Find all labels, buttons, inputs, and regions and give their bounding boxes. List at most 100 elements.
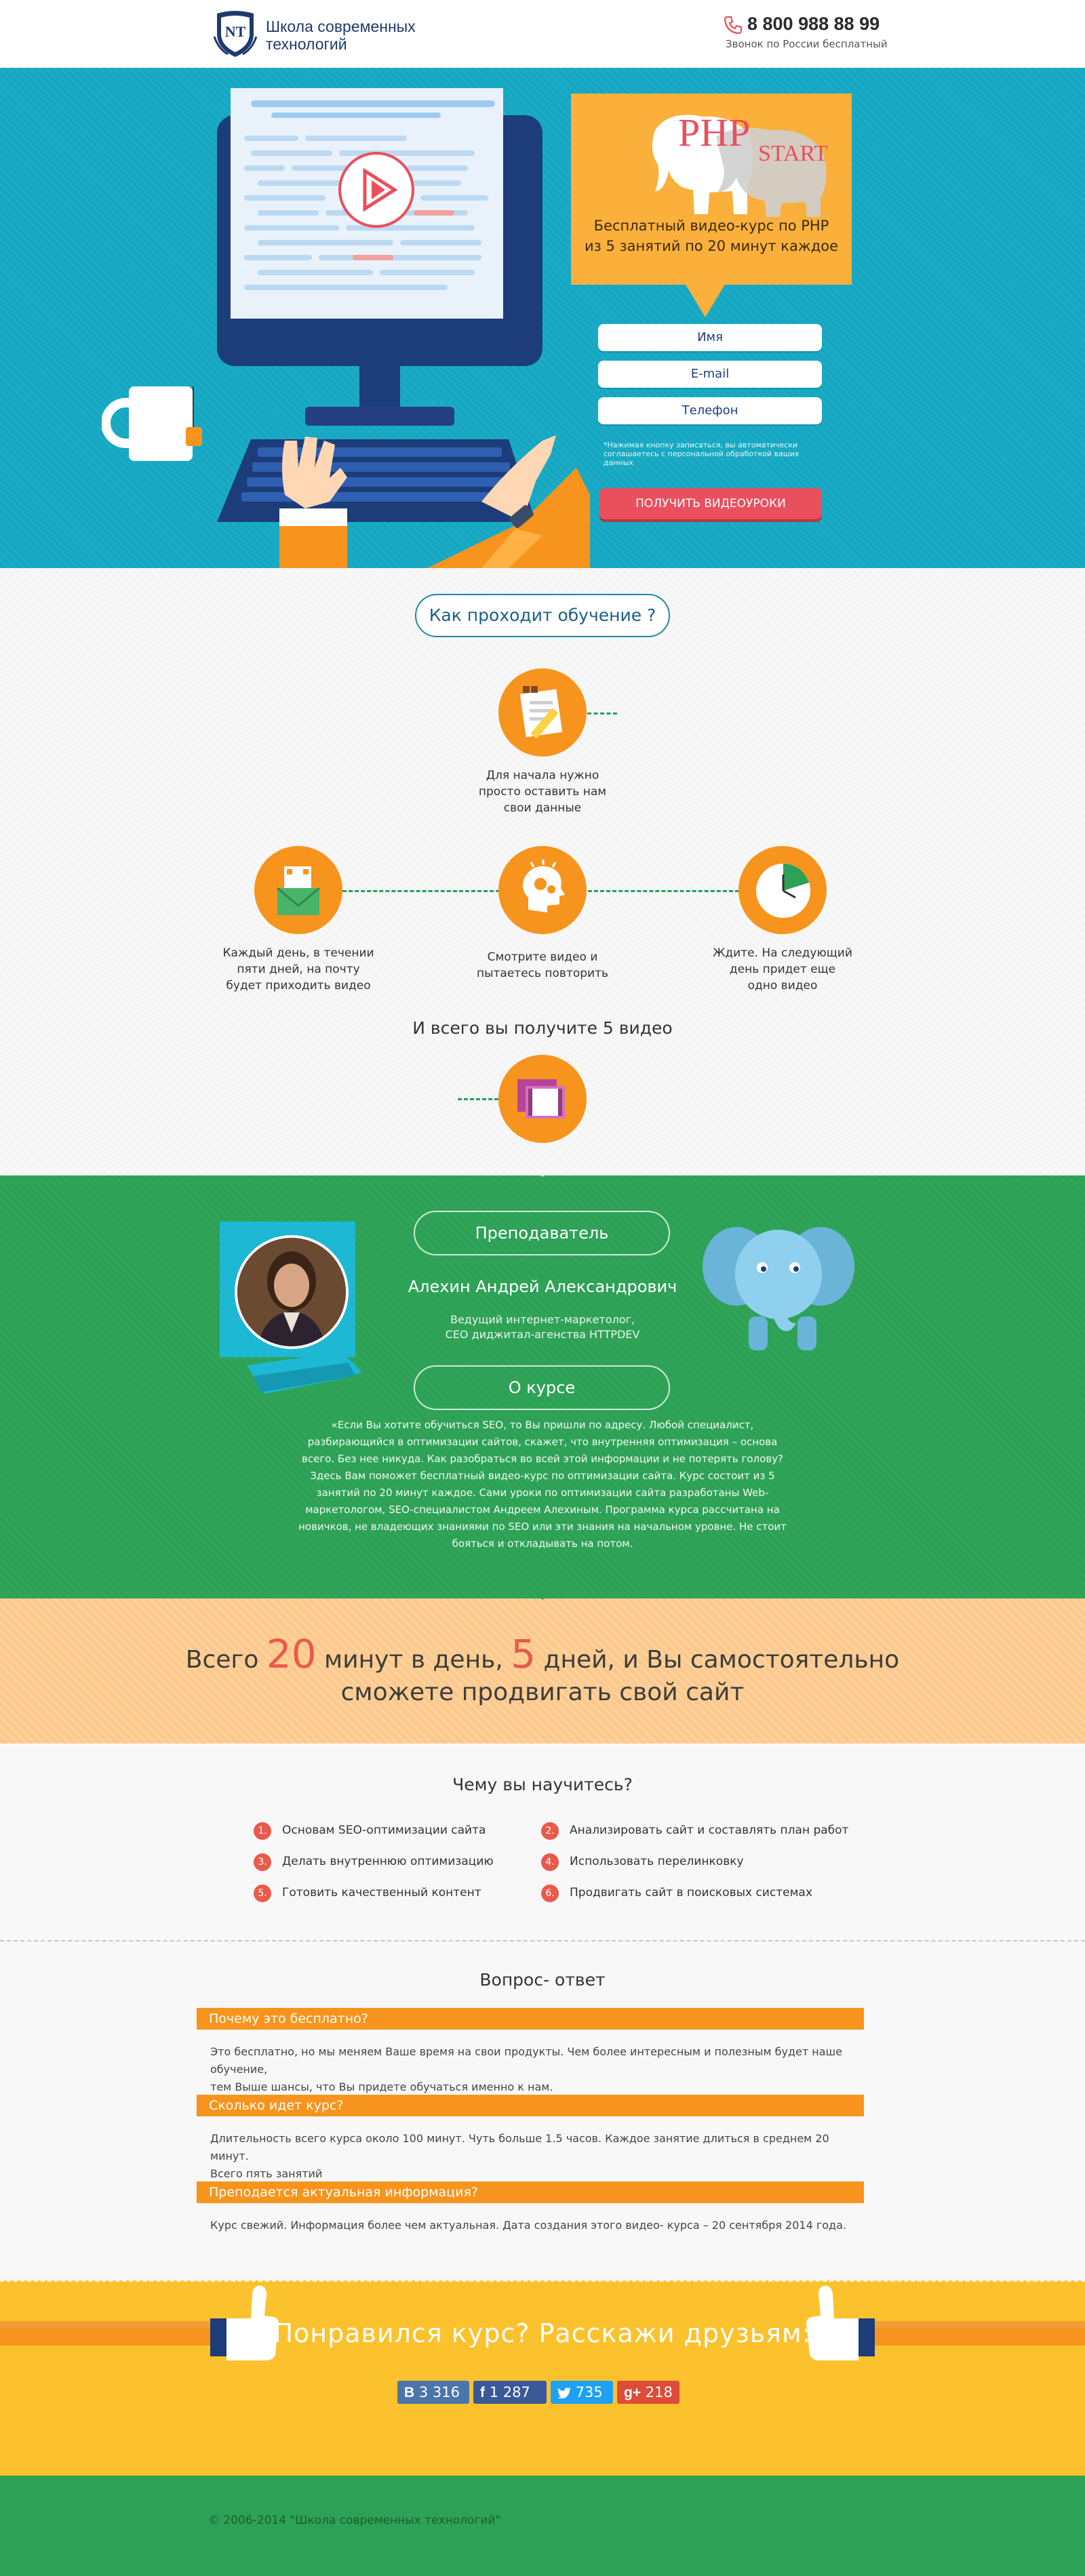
faq-question[interactable]: Почему это бесплатно? [197,2008,864,2030]
share-section: Понравился курс? Расскажи друзьям: B 3 3… [0,2280,1085,2476]
step-3-text: Смотрите видео и пытаетесь повторить [461,949,624,982]
faq-question[interactable]: Преподается актуальная информация? [197,2181,864,2203]
faq-section: Вопрос- ответ Почему это бесплатно? Это … [0,1940,1085,2282]
motivation-line-1: Всего 20 минут в день, 5 дней, и Вы само… [0,1631,1085,1677]
learn-title: Чему вы научитесь? [452,1775,633,1794]
google-plus-count: 218 [645,2384,673,2400]
step-4-line-3: одно видео [747,979,818,992]
section-notch [533,1592,552,1600]
elephant-mascot-icon [703,1227,854,1350]
consent-note: *Нажимая кнопку записаться, вы автоматич… [604,441,800,467]
step-4-line-1: Ждите. На следующий [713,946,852,960]
video-files-icon [517,1079,565,1119]
twitter-share-button[interactable]: 735 [551,2381,613,2404]
step-1-line-2: просто оставить нам [478,785,607,799]
logo-initials: NT [224,23,246,40]
vk-icon: B [404,2385,415,2400]
php-label: PHP [678,110,751,155]
teacher-role-line-1: Ведущий интернет-маркетолог, [450,1313,635,1326]
head-gears-icon [522,860,565,912]
motivation-text: Всего [185,1646,267,1674]
promo-headline: Бесплатный видео-курс по PHP из 5 заняти… [571,216,852,256]
promo-line-1: Бесплатный видео-курс по PHP [593,218,829,234]
logo-line-2: технологий [266,35,347,53]
item-number: 5. [254,1885,271,1902]
learn-section: Чему вы научитесь? 1. Основам SEO-оптими… [0,1744,1085,1940]
item-number: 2. [541,1822,559,1840]
item-number: 6. [541,1885,559,1902]
about-line: «Если Вы хотите обучиться SEO, то Вы при… [331,1419,754,1431]
motivation-text: минут в день, [316,1646,511,1674]
step-4-line-2: день придет еще [729,963,836,976]
site-footer: © 2006-2014 "Школа современных технологи… [0,2476,1085,2576]
about-line: разбирающийся в оптимизации сайтов, скаж… [307,1436,778,1448]
twitter-bird-icon [557,2388,571,2399]
step-4-circle [738,846,827,934]
step-1-line-1: Для начала нужно [486,769,599,782]
step-3-circle [498,846,587,934]
about-line: маркетологом, SEO-специалистом Андреем А… [305,1504,780,1516]
learn-item: Основам SEO-оптимизации сайта [282,1824,486,1837]
phone-number[interactable]: 8 800 988 88 99 [747,14,880,34]
videos-total: И всего вы получите 5 видео [412,1018,673,1038]
name-field[interactable]: Имя [598,324,822,351]
google-plus-share-button[interactable]: g+ 218 [617,2381,679,2404]
faq-answer: Это бесплатно, но мы меняем Ваше время н… [210,2043,861,2096]
logo-text[interactable]: Школа современных технологий [266,18,416,53]
logo-shield-icon[interactable] [212,9,259,58]
days-number: 5 [511,1631,536,1677]
step-1-line-3: свои данные [503,801,582,815]
about-line: Здесь Вам поможет бесплатный видео-курс … [310,1470,775,1482]
hero-section: PHP START Бесплатный видео-курс по PHP и… [0,68,1085,568]
teacher-role-line-2: CEO диджитал-агенства HTTPDEV [445,1328,640,1341]
phone-field[interactable]: Телефон [598,397,822,424]
step-1-text: Для начала нужно просто оставить нам сво… [461,767,624,816]
learn-item: Делать внутреннюю оптимизацию [282,1855,494,1868]
about-text: «Если Вы хотите обучиться SEO, то Вы при… [271,1417,814,1552]
clock-icon [756,864,810,918]
promo-box-tail [685,283,726,317]
promo-line-2: из 5 занятий по 20 минут каждое [584,238,839,254]
phone-note: Звонок по России бесплатный [726,38,888,50]
faq-answer-line: Это бесплатно, но мы меняем Ваше время н… [210,2045,843,2076]
motivation-line-2: сможете продвигать свой сайт [340,1678,745,1706]
email-field[interactable]: E-mail [598,361,822,388]
right-thumb-icon [806,2285,1085,2360]
step-2-line-3: будет приходить видео [226,979,371,992]
vk-share-button[interactable]: B 3 316 [397,2381,469,2404]
step-3-line-2: пытаетесь повторить [476,967,609,980]
section-notch [533,1169,552,1177]
teacher-ribbon [247,1352,362,1394]
item-number: 4. [541,1853,559,1871]
about-line: всего. Без нее никуда. Как разобраться в… [302,1453,783,1465]
teacher-avatar [235,1235,349,1349]
learn-item: Использовать перелинковку [570,1855,744,1868]
get-videos-button[interactable]: ПОЛУЧИТЬ ВИДЕОУРОКИ [599,488,822,519]
minutes-number: 20 [266,1631,317,1677]
teacher-title: Преподаватель [414,1211,670,1255]
envelope-video-icon [277,866,320,915]
teacher-name: Алехин Андрей Александрович [408,1277,677,1296]
faq-answer-line: Всего пять занятий [210,2167,323,2180]
faq-answer-line: Курс свежий. Информация более чем актуал… [210,2219,846,2232]
faq-question[interactable]: Сколько идет курс? [197,2095,864,2116]
step-4-text: Ждите. На следующий день придет еще одно… [701,945,864,994]
faq-answer-line: Длительность всего курса около 100 минут… [210,2132,829,2162]
about-line: занятий по 20 минут каждое. Сами уроки п… [316,1487,769,1499]
start-label: START [758,141,828,166]
facebook-share-button[interactable]: f 1 287 [473,2381,547,2404]
facebook-count: 1 287 [489,2384,530,2400]
vk-count: 3 316 [418,2384,460,2400]
motivation-section: Всего 20 минут в день, 5 дней, и Вы само… [0,1598,1085,1744]
left-thumb-icon [0,2285,279,2360]
facebook-icon: f [480,2385,485,2400]
motivation-text: дней, и Вы самостоятельно [536,1646,900,1674]
faq-title: Вопрос- ответ [479,1970,606,1990]
site-header: NT Школа современных технологий 8 800 98… [0,0,1085,68]
step-2-text: Каждый день, в течении пяти дней, на поч… [217,945,380,994]
step-1-connector [587,712,617,715]
teacher-section: Преподаватель Алехин Андрей Александрови… [0,1175,1085,1598]
videos-circle [498,1055,587,1143]
about-title: О курсе [414,1365,670,1410]
logo-line-1: Школа современных [266,18,416,35]
